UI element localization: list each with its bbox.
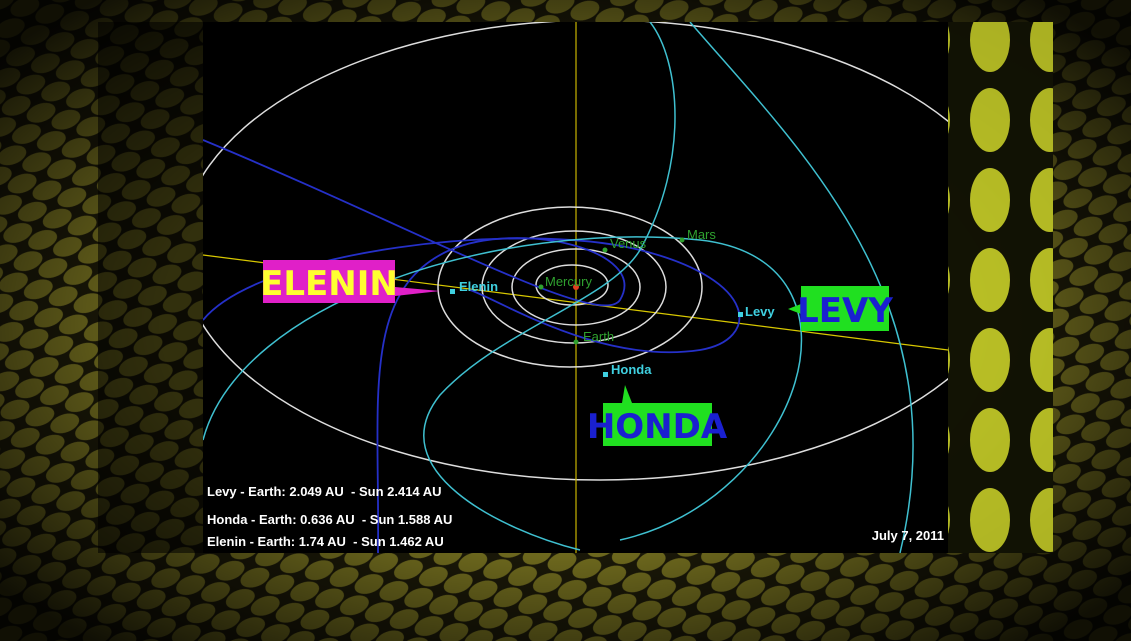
comet-label: Levy <box>745 304 775 319</box>
mars-dot <box>680 238 685 243</box>
date: July 7, 2011 <box>872 528 944 543</box>
elenin-dot <box>450 289 455 294</box>
planet-label: Mercury <box>545 274 592 289</box>
distance-line: Honda - Earth: 0.636 AU - Sun 1.588 AU <box>207 512 452 527</box>
distance-line: Levy - Earth: 2.049 AU - Sun 2.414 AU <box>207 484 442 499</box>
comet-label: Honda <box>611 362 652 377</box>
planet-label: Earth <box>583 329 614 344</box>
levy-dot <box>738 312 743 317</box>
honda-dot <box>603 372 608 377</box>
callout-text: ELENIN <box>260 264 398 304</box>
callout-text: LEVY <box>797 291 893 331</box>
earth-dot <box>574 340 579 345</box>
planet-label: Mars <box>687 227 716 242</box>
comet-label: Elenin <box>459 279 498 294</box>
mercury-dot <box>539 285 544 290</box>
diagram: Mercury Venus Earth Mars Elenin Levy Hon… <box>180 20 1020 553</box>
distance-line: Elenin - Earth: 1.74 AU - Sun 1.462 AU <box>207 534 444 549</box>
planet-label: Venus <box>610 236 647 251</box>
callout-text: HONDA <box>587 407 728 447</box>
panel-right <box>948 22 1053 553</box>
page: Mercury Venus Earth Mars Elenin Levy Hon… <box>0 0 1131 641</box>
venus-dot <box>603 248 608 253</box>
